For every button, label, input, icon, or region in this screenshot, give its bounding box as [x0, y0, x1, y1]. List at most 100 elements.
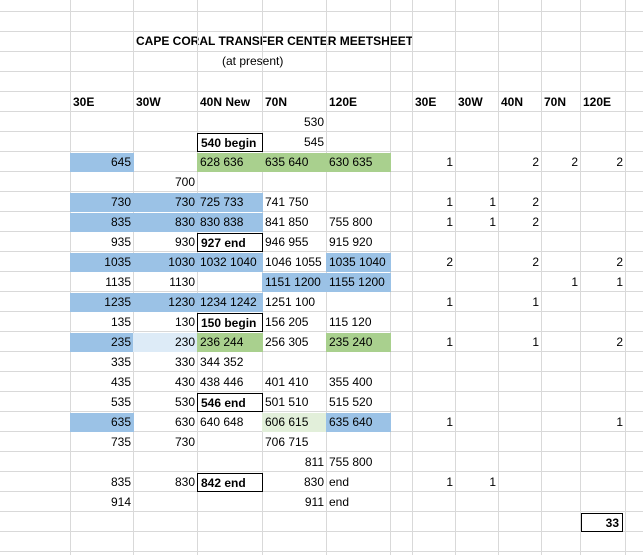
cell: 842 end	[197, 473, 263, 492]
cell: 1230	[133, 293, 198, 312]
cell: 545	[303, 135, 324, 149]
cell: 256 305	[265, 335, 309, 349]
grid-line	[498, 0, 499, 555]
column-header: 120E	[583, 95, 612, 109]
cell: 630 635	[326, 153, 391, 172]
cell: 1	[571, 275, 578, 289]
cell: 706 715	[265, 435, 309, 449]
sheet-title: CAPE CORAL TRANSFER CENTER MEETSHEET	[136, 34, 414, 48]
cell: 1234 1242	[197, 293, 263, 312]
cell: 725 733	[197, 193, 263, 212]
cell: 946 955	[265, 235, 309, 249]
cell: 635	[70, 413, 134, 432]
cell: 635 640	[262, 153, 327, 172]
grid-line	[455, 0, 456, 555]
cell: 811	[304, 455, 324, 469]
column-header: 30W	[458, 95, 483, 109]
cell: 1035	[70, 253, 134, 272]
cell: 1	[446, 215, 453, 229]
cell: 1130	[169, 275, 195, 289]
cell: 1155 1200	[326, 273, 391, 292]
column-header: 40N New	[200, 95, 251, 109]
cell: 927 end	[197, 233, 263, 252]
cell: 135	[110, 315, 131, 329]
column-header: 30E	[415, 95, 437, 109]
cell: 628 636	[197, 153, 263, 172]
cell: 630	[174, 415, 195, 429]
cell: end	[329, 495, 350, 509]
cell: 1251 100	[265, 295, 316, 309]
column-header: 70N	[544, 95, 567, 109]
cell: 1	[446, 415, 453, 429]
cell: 1	[446, 155, 453, 169]
cell: 830	[303, 475, 324, 489]
cell: 741 750	[265, 195, 309, 209]
column-header: 70N	[265, 95, 288, 109]
cell: 830	[133, 213, 198, 232]
cell: 700	[174, 175, 195, 189]
cell: 1135	[105, 275, 131, 289]
cell: 1	[489, 195, 496, 209]
cell: 735	[110, 435, 131, 449]
cell: 730	[133, 193, 198, 212]
cell: 606 615	[262, 413, 327, 432]
cell: 755 800	[329, 215, 373, 229]
cell: 1	[489, 475, 496, 489]
cell: 930	[174, 235, 195, 249]
cell: 1	[532, 295, 539, 309]
grid-line	[625, 0, 626, 555]
cell: 1	[616, 415, 623, 429]
cell: 730	[70, 193, 134, 212]
column-header: 120E	[329, 95, 358, 109]
cell: 535	[110, 395, 131, 409]
cell: 115 120	[329, 315, 372, 329]
grid-line	[580, 0, 581, 555]
cell: 438 446	[200, 375, 244, 389]
cell: 2	[532, 215, 539, 229]
cell: 755 800	[329, 455, 373, 469]
cell: end	[329, 475, 350, 489]
cell: 935	[110, 235, 131, 249]
cell: 2	[616, 155, 623, 169]
cell: 1	[446, 195, 453, 209]
cell: 835	[70, 213, 134, 232]
cell: 335	[110, 355, 131, 369]
cell: 230	[133, 333, 198, 352]
cell: 236 244	[197, 333, 263, 352]
total-cell: 33	[581, 513, 623, 532]
cell: 235 240	[326, 333, 391, 352]
cell: 1	[446, 295, 453, 309]
cell: 2	[532, 255, 539, 269]
cell: 1	[446, 475, 453, 489]
sheet-subtitle: (at present)	[222, 54, 284, 68]
cell: 150 begin	[197, 313, 263, 332]
cell: 1235	[70, 293, 134, 312]
cell: 730	[174, 435, 195, 449]
cell: 2	[571, 155, 578, 169]
cell: 430	[174, 375, 195, 389]
grid-line	[70, 0, 71, 555]
cell: 546 end	[197, 393, 263, 412]
column-header: 30W	[136, 95, 161, 109]
cell: 2	[532, 155, 539, 169]
cell: 635 640	[326, 413, 391, 432]
cell: 1046 1055	[265, 255, 322, 269]
cell: 2	[446, 255, 453, 269]
column-header: 30E	[73, 95, 95, 109]
cell: 501 510	[265, 395, 309, 409]
cell: 355 400	[329, 375, 373, 389]
cell: 841 850	[265, 215, 309, 229]
cell: 830 838	[197, 213, 263, 232]
cell: 830	[174, 475, 195, 489]
cell: 401 410	[265, 375, 309, 389]
grid-line	[412, 0, 413, 555]
cell: 1035 1040	[326, 253, 391, 272]
cell: 645	[70, 153, 134, 172]
grid-line	[133, 0, 134, 555]
cell: 235	[70, 333, 134, 352]
cell: 1151 1200	[262, 273, 327, 292]
cell: 2	[532, 195, 539, 209]
cell: 2	[616, 335, 623, 349]
